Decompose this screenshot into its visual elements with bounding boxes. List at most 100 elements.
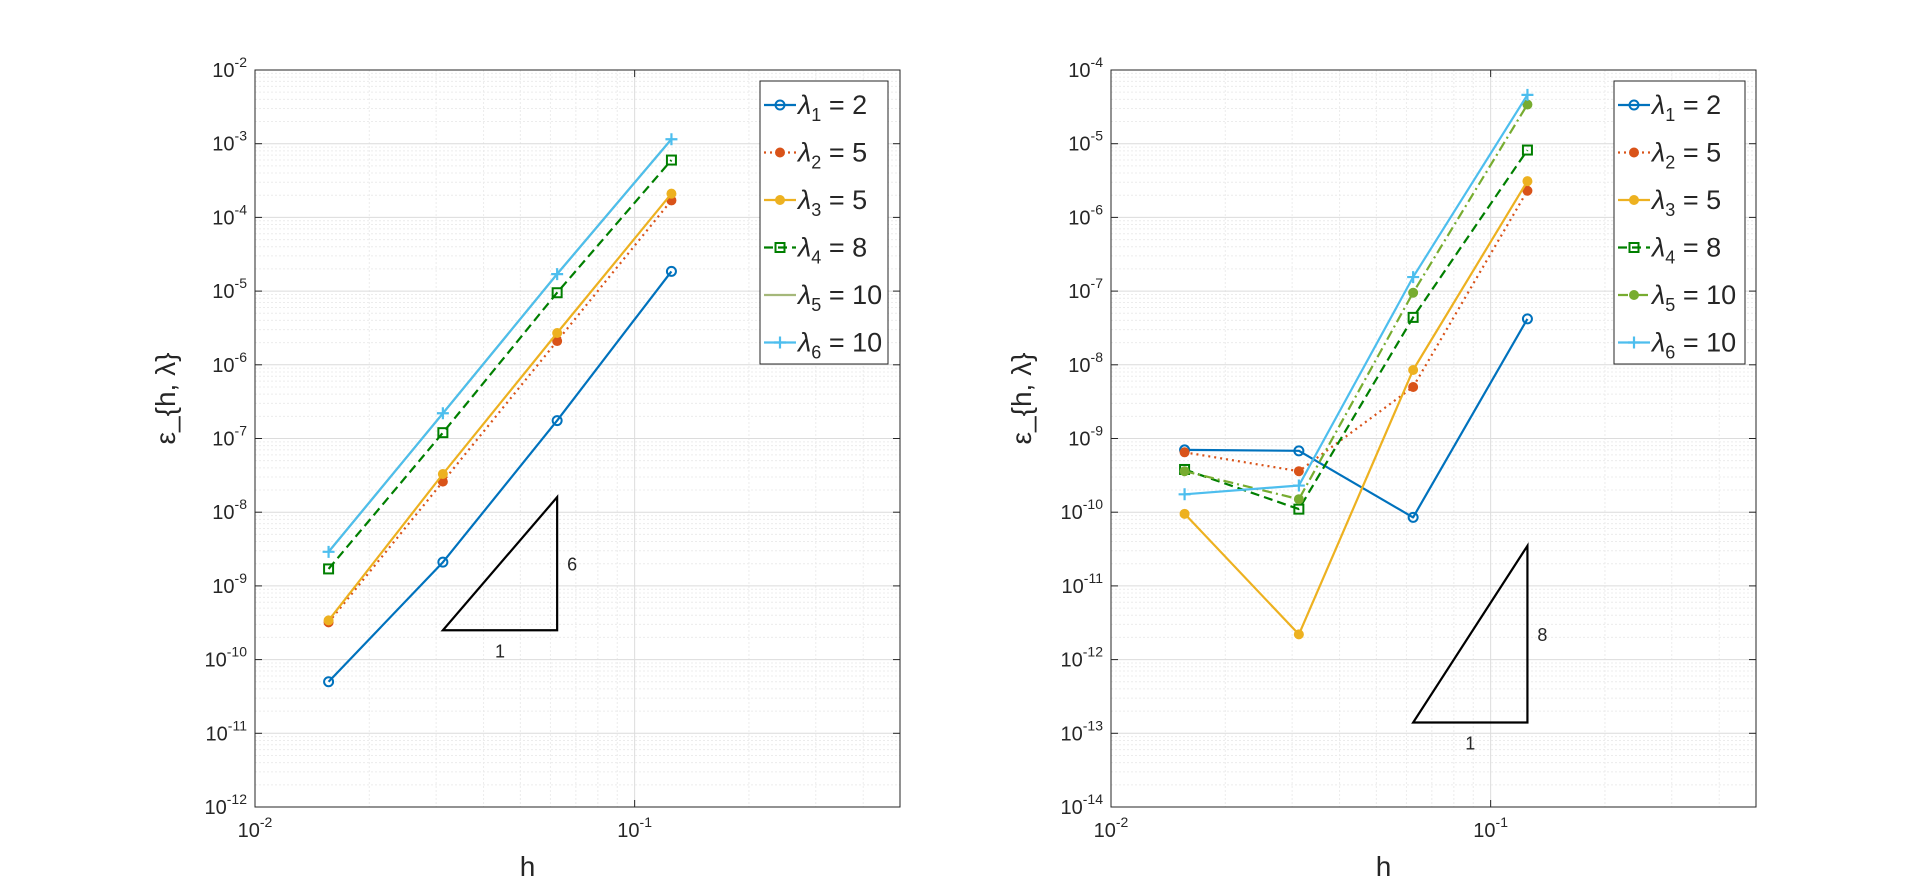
legend-label: λ3 = 5	[796, 185, 867, 220]
data-point-5-2	[1293, 494, 1304, 505]
series-line-5	[1184, 103, 1529, 501]
series-line-2	[1184, 190, 1529, 473]
slope-triangle: 16	[440, 494, 577, 661]
data-point-4-4	[1521, 144, 1533, 156]
y-tick-label: 10-14	[1061, 791, 1104, 819]
legend-item-5: λ5 = 10	[764, 280, 882, 315]
data-point-5-3	[1408, 287, 1419, 298]
data-point-4-3	[551, 287, 563, 299]
data-point-3-3	[552, 328, 563, 339]
series-layer	[322, 133, 678, 688]
slope-triangle: 18	[1411, 542, 1547, 754]
data-point-5-1	[1179, 466, 1190, 477]
x-axis-label: h	[1376, 851, 1392, 882]
slope-run-label: 1	[1465, 734, 1475, 754]
y-tick-label: 10-7	[212, 423, 247, 451]
y-tick-label: 10-10	[205, 644, 248, 672]
y-tick-label: 10-9	[1068, 423, 1103, 451]
slope-run-label: 1	[495, 641, 505, 661]
legend-label: λ3 = 5	[1650, 185, 1721, 220]
x-tick-label: 10-2	[238, 814, 273, 842]
data-point-1-2	[437, 556, 449, 568]
y-tick-label: 10-8	[212, 496, 247, 524]
legend-label: λ2 = 5	[796, 138, 867, 173]
data-point-6-4	[665, 133, 678, 146]
data-point-6-2	[436, 407, 449, 420]
data-point-3-2	[1293, 629, 1304, 640]
y-tick-label: 10-2	[212, 54, 247, 82]
legend-marker	[1628, 242, 1640, 253]
legend-label: λ4 = 8	[1650, 233, 1721, 268]
legend-label: λ5 = 10	[1650, 280, 1736, 315]
legend-label: λ6 = 10	[796, 328, 882, 363]
legend-marker	[1629, 290, 1639, 300]
y-tick-label: 10-11	[206, 717, 248, 745]
legend-label: λ1 = 2	[1650, 90, 1721, 125]
data-point-3-1	[323, 615, 334, 626]
legend-marker	[775, 195, 785, 205]
legend-marker	[1628, 336, 1640, 349]
y-tick-label: 10-5	[212, 275, 247, 303]
legend-marker	[774, 336, 786, 349]
legend-marker	[1629, 147, 1639, 158]
legend-label: λ1 = 2	[796, 90, 867, 125]
legend-item-1: λ1 = 2	[1618, 90, 1721, 125]
y-tick-label: 10-4	[1068, 54, 1103, 82]
y-tick-label: 10-10	[1061, 496, 1104, 524]
y-tick-label: 10-13	[1061, 717, 1104, 745]
data-point-2-3	[1408, 381, 1419, 392]
data-point-2-4	[1522, 185, 1533, 196]
slope-triangle-shape	[440, 494, 559, 632]
data-point-6-2	[1292, 479, 1305, 492]
series-line-6	[327, 138, 673, 553]
data-point-1-3	[551, 415, 563, 427]
legend-box	[1613, 80, 1746, 365]
legend-item-6: λ6 = 10	[764, 328, 882, 363]
data-point-1-3	[1407, 511, 1419, 523]
y-tick-label: 10-9	[212, 570, 247, 598]
data-point-3-2	[437, 468, 448, 479]
data-point-4-2	[1293, 503, 1305, 515]
series-line-3	[1183, 180, 1529, 636]
legend-box	[759, 80, 889, 365]
y-tick-label: 10-7	[1068, 275, 1103, 303]
data-point-1-1	[323, 676, 335, 688]
data-point-6-1	[1178, 488, 1191, 501]
legend-marker	[774, 242, 786, 253]
x-axis-label: h	[520, 851, 536, 882]
legend-item-4: λ4 = 8	[1618, 233, 1721, 268]
x-tick-label: 10-1	[617, 814, 652, 842]
y-tick-label: 10-12	[1061, 644, 1104, 672]
legend-label: λ5 = 10	[796, 280, 882, 315]
legend-item-4: λ4 = 8	[764, 233, 867, 268]
legend-marker	[775, 147, 785, 158]
data-point-3-1	[1179, 508, 1190, 519]
slope-rise-label: 6	[567, 555, 577, 575]
legend-marker	[1629, 195, 1639, 205]
legend-marker	[774, 99, 786, 111]
y-tick-label: 10-11	[1062, 570, 1104, 598]
data-point-6-1	[322, 545, 335, 558]
data-point-3-4	[666, 188, 677, 199]
legend-item-6: λ6 = 10	[1618, 328, 1736, 363]
data-point-6-4	[1521, 88, 1534, 101]
y-tick-label: 10-5	[1068, 128, 1103, 156]
right-error-plot: 10-1410-1310-1210-1110-1010-910-810-710-…	[1006, 54, 1757, 882]
data-point-4-3	[1407, 311, 1419, 323]
y-axis-label: ε_{h, λ}	[1006, 353, 1037, 445]
data-point-4-2	[437, 427, 449, 439]
left-error-plot: 10-1210-1110-1010-910-810-710-610-510-41…	[150, 54, 901, 882]
y-axis-label: ε_{h, λ}	[150, 353, 181, 445]
series-line-1	[327, 270, 673, 683]
legend-label: λ6 = 10	[1650, 328, 1736, 363]
data-point-4-1	[323, 563, 335, 575]
series-line-6	[1184, 94, 1529, 496]
data-point-6-3	[551, 268, 564, 281]
data-point-2-2	[1293, 466, 1304, 477]
legend-item-2: λ2 = 5	[764, 138, 867, 173]
x-tick-label: 10-1	[1473, 814, 1508, 842]
legend: λ1 = 2 λ2 = 5 λ3 = 5 λ4 = 8 λ5 = 10 λ6 = 10	[1613, 80, 1746, 365]
data-point-3-4	[1522, 176, 1533, 187]
legend-item-1: λ1 = 2	[764, 90, 867, 125]
